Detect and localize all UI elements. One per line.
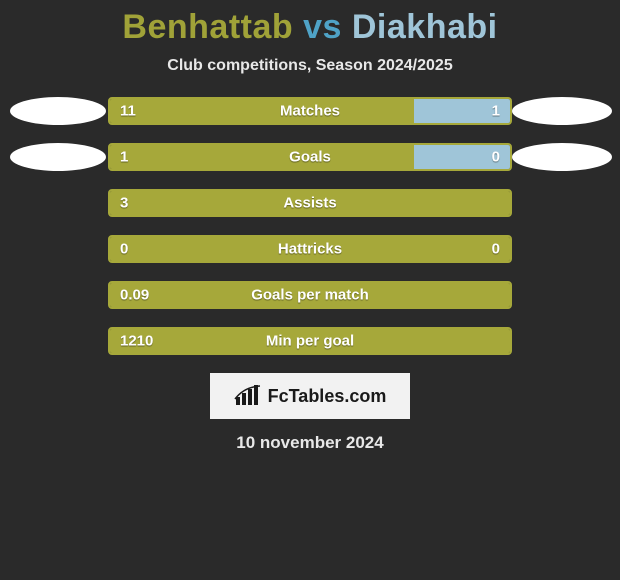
- player2-avatar: [512, 327, 612, 355]
- footer-date: 10 november 2024: [0, 433, 620, 453]
- player2-avatar: [512, 143, 612, 171]
- footer-logo: FcTables.com: [210, 373, 410, 419]
- stat-label: Min per goal: [266, 333, 354, 350]
- stat-value-left: 1: [120, 149, 128, 166]
- stat-value-left: 3: [120, 195, 128, 212]
- player1-avatar: [8, 143, 108, 171]
- stat-value-left: 1210: [120, 333, 153, 350]
- player2-avatar: [512, 97, 612, 125]
- title-vs: vs: [303, 8, 342, 46]
- stat-label: Hattricks: [278, 241, 342, 258]
- stat-row: 3 Assists: [8, 189, 612, 217]
- stat-bar-left: [110, 145, 414, 169]
- stat-label: Goals per match: [251, 287, 369, 304]
- stat-label: Matches: [280, 103, 340, 120]
- title-player2: Diakhabi: [352, 8, 498, 46]
- stat-bar-left: [110, 99, 414, 123]
- stat-bar: 3 Assists: [108, 189, 512, 217]
- stat-value-right: 0: [492, 241, 500, 258]
- stats-list: 111Matches10Goals3Assists00Hattricks0.09…: [0, 97, 620, 355]
- stat-value-right: 1: [492, 103, 500, 120]
- stat-bar: 111Matches: [108, 97, 512, 125]
- stat-value-left: 11: [120, 103, 136, 120]
- stat-row: 0 0 Hattricks: [8, 235, 612, 263]
- page-title: Benhattab vs Diakhabi: [0, 8, 620, 47]
- comparison-card: Benhattab vs Diakhabi Club competitions,…: [0, 0, 620, 580]
- player1-avatar: [8, 97, 108, 125]
- player1-avatar: [8, 235, 108, 263]
- stat-label: Goals: [289, 149, 331, 166]
- bar-chart-icon: [234, 385, 262, 407]
- stat-row: 0.09 Goals per match: [8, 281, 612, 309]
- stat-bar: 0.09 Goals per match: [108, 281, 512, 309]
- stat-row: 1210 Min per goal: [8, 327, 612, 355]
- player1-avatar: [8, 327, 108, 355]
- stat-row: 1 0 Goals: [8, 143, 612, 171]
- title-player1: Benhattab: [122, 8, 293, 46]
- stat-label: Assists: [283, 195, 336, 212]
- stat-bar: 0 0 Hattricks: [108, 235, 512, 263]
- player2-avatar: [512, 189, 612, 217]
- player2-avatar: [512, 235, 612, 263]
- stat-bar: 1210 Min per goal: [108, 327, 512, 355]
- subtitle: Club competitions, Season 2024/2025: [0, 57, 620, 75]
- player1-avatar: [8, 281, 108, 309]
- stat-value-left: 0.09: [120, 287, 149, 304]
- stat-value-right: 0: [492, 149, 500, 166]
- footer-logo-text: FcTables.com: [268, 386, 387, 407]
- stat-row: 111Matches: [8, 97, 612, 125]
- player1-avatar: [8, 189, 108, 217]
- player2-avatar: [512, 281, 612, 309]
- stat-bar: 1 0 Goals: [108, 143, 512, 171]
- stat-value-left: 0: [120, 241, 128, 258]
